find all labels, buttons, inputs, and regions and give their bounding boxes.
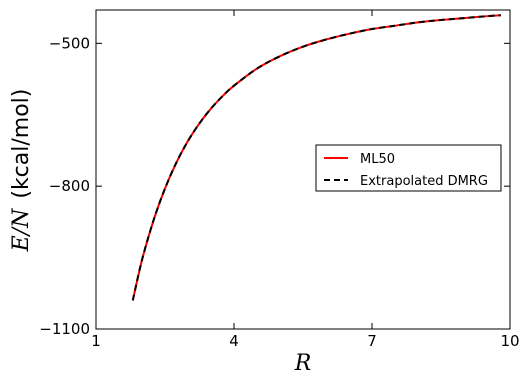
y-tick-label: −500 (49, 34, 90, 52)
y-axis-label-math: E/N (9, 208, 34, 252)
x-axis-label: R (294, 351, 312, 373)
plot-frame (95, 9, 511, 330)
x-tick-label: 10 (500, 332, 519, 350)
legend-label-dmrg: Extrapolated DMRG (360, 174, 488, 189)
x-tick-label: 1 (91, 332, 101, 350)
series-line-dmrg (131, 14, 501, 301)
x-tick-label: 7 (367, 332, 377, 350)
y-axis-label-unit: (kcal/mol) (9, 89, 34, 199)
legend: ML50 Extrapolated DMRG (315, 144, 502, 192)
y-tick-label: −800 (49, 177, 90, 195)
tick-labels: 1 4 7 10 −500 −800 −1100 (39, 34, 519, 350)
legend-box (315, 144, 502, 192)
y-axis-label: E/N (kcal/mol) (9, 89, 34, 253)
series-lines (131, 14, 501, 301)
svg-text:E/N (kcal/mol): E/N (kcal/mol) (9, 89, 34, 253)
legend-label-ml50: ML50 (360, 152, 395, 167)
y-tick-label: −1100 (39, 320, 90, 338)
x-tick-label: 4 (229, 332, 239, 350)
